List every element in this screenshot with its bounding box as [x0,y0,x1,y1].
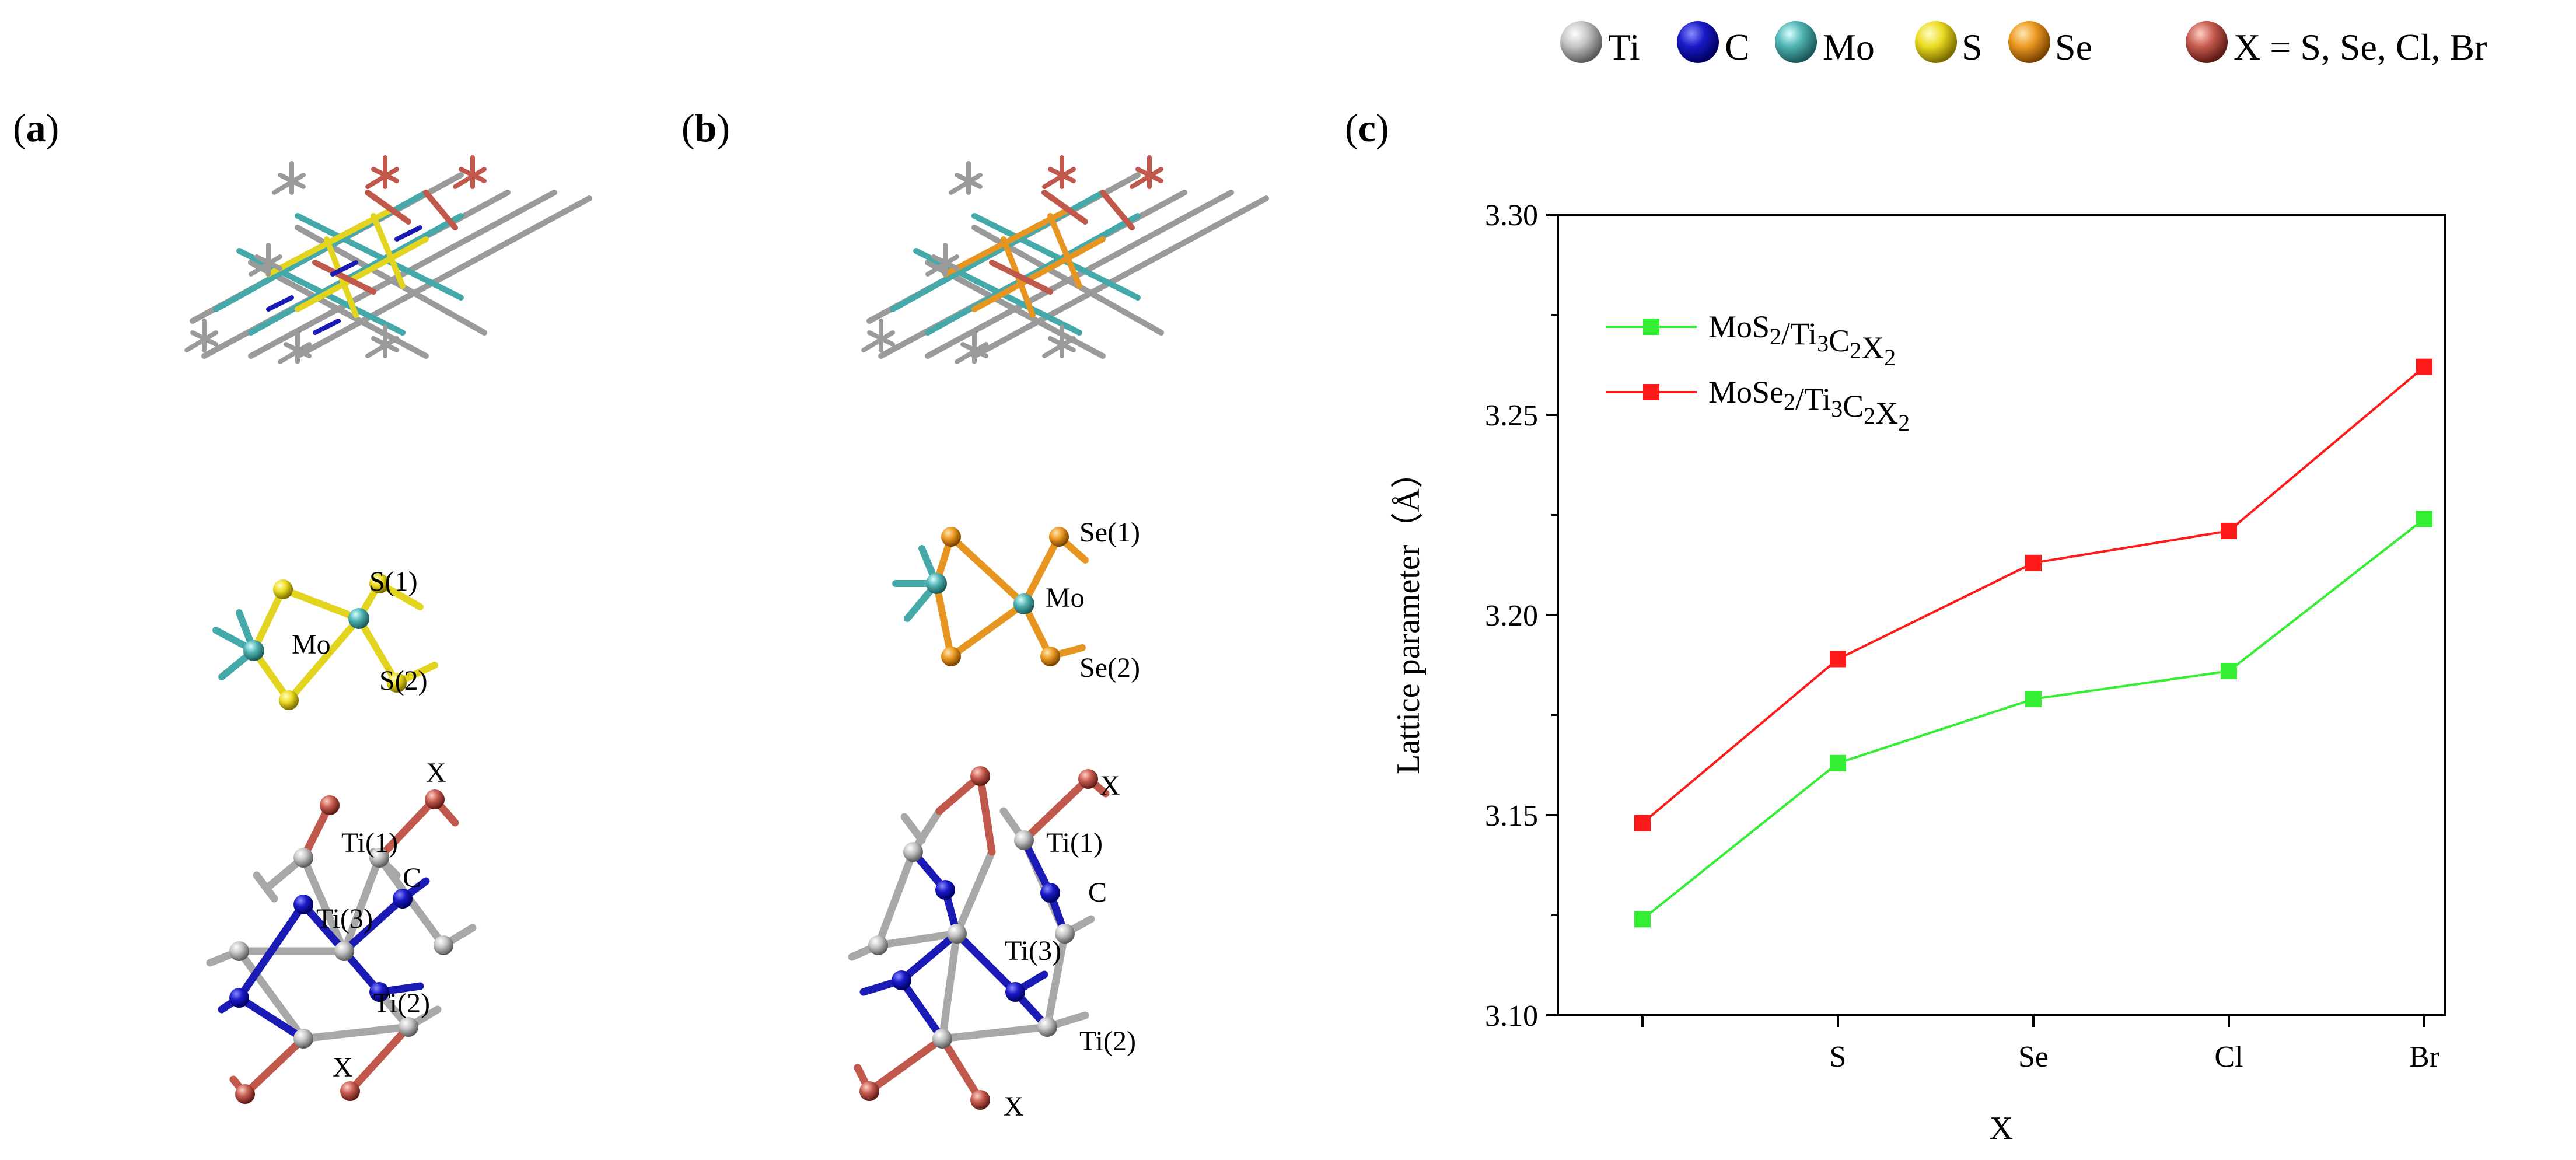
data-point [1830,651,1846,668]
data-point [1634,815,1651,831]
atom-label-se2: Se(2) [1079,652,1140,683]
panel-b-top-view [861,155,1269,364]
s-atom-icon [1915,21,1957,63]
series-line-0 [1641,518,2425,920]
y-tick-label: 3.30 [1485,199,1538,232]
atom-label-s2: S(2) [379,665,428,696]
atom-label-ti2: Ti(2) [373,988,430,1019]
element-legend: Ti C Mo S Se X = S, Se, Cl, Br [1560,21,2487,68]
panel-b-ti3c2x2-layer: X Ti(1) C Ti(3) Ti(2) X [848,766,1136,1122]
x-tick-label: Cl [2214,1040,2243,1074]
atom-label-x-top-b: X [1100,770,1120,801]
x-tick-label: S [1830,1040,1847,1074]
legend-item-c: C [1677,21,1750,68]
atom-label-ti3: Ti(3) [316,903,373,934]
panel-b-mose2-layer: Se(1) Mo Se(2) [892,517,1140,683]
data-point [2416,358,2432,375]
x-tick-label: Se [2018,1040,2049,1074]
legend-label-series-1: MoSe2/Ti3C2X2 [1708,375,1910,436]
atom-label-ti2-b: Ti(2) [1079,1026,1136,1057]
legend-item-x: X = S, Se, Cl, Br [2186,21,2487,68]
legend-item-s: S [1915,21,1983,68]
data-point [2221,522,2237,539]
y-tick-label: 3.15 [1485,799,1538,833]
atom-label-mo-b: Mo [1046,582,1085,613]
legend-marker [1643,384,1659,400]
panel-label-c: (c) [1345,106,1389,150]
atom-label-ti3-b: Ti(3) [1005,935,1061,966]
data-point [1634,911,1651,928]
atom-label-c: C [403,862,421,893]
x-atom-icon [2186,21,2228,63]
se-atom-icon [2008,21,2050,63]
y-tick-label: 3.10 [1485,1000,1538,1033]
atom-label-s1: S(1) [369,566,418,597]
lattice-parameter-chart: 3.10 3.15 3.20 3.25 3.30 S Se Cl Br Lattice par… [1390,199,2446,1147]
legend-label-mo: Mo [1823,26,1875,68]
legend-label-s: S [1962,26,1983,68]
legend-label-x: X = S, Se, Cl, Br [2234,26,2487,68]
ti-atom-icon [1560,21,1602,63]
mo-atom-icon [1775,21,1817,63]
legend-label-se: Se [2055,26,2092,68]
x-tick-label: Br [2409,1040,2439,1074]
legend-marker [1643,319,1659,335]
series-line-1 [1641,366,2425,824]
panel-a-ti3c2x2-layer: X Ti(1) C Ti(3) Ti(2) X [206,757,477,1104]
y-axis-label: Lattice parameter（Å） [1390,456,1427,774]
data-point [2025,691,2042,708]
panel-label-b: (b) [681,106,730,150]
legend-item-mo: Mo [1775,21,1875,68]
series-layer [1634,358,2432,928]
data-point [2416,511,2432,527]
legend-label-c: C [1725,26,1750,68]
legend-label-series-0: MoS2/Ti3C2X2 [1708,309,1896,371]
plot-frame [1557,214,2446,1016]
y-tick-label: 3.25 [1485,399,1538,432]
data-point [2221,663,2237,680]
x-axis: S Se Cl Br [1641,1015,2439,1074]
c-atom-icon [1677,21,1719,63]
y-axis: 3.10 3.15 3.20 3.25 3.30 [1485,199,1558,1033]
atom-label-c-b: C [1088,877,1107,908]
atom-label-ti1: Ti(1) [341,827,398,858]
data-point [1830,754,1846,771]
atom-label-mo: Mo [292,629,331,660]
panel-a-top-view [184,155,592,364]
x-axis-label: X [1990,1110,2013,1147]
atom-label-x-bottom: X [333,1052,353,1083]
atom-label-ti1-b: Ti(1) [1046,827,1103,858]
atom-label-x-top: X [426,757,446,788]
atom-label-se1: Se(1) [1079,517,1140,548]
legend-label-ti: Ti [1608,26,1640,68]
legend-item-se: Se [2008,21,2092,68]
data-point [2025,554,2042,571]
panel-a-mos2-layer: S(1) Mo S(2) [212,566,438,710]
panel-label-a: (a) [13,106,59,150]
y-tick-label: 3.20 [1485,599,1538,633]
atom-label-x-bottom-b: X [1004,1091,1024,1122]
legend-item-ti: Ti [1560,21,1640,68]
